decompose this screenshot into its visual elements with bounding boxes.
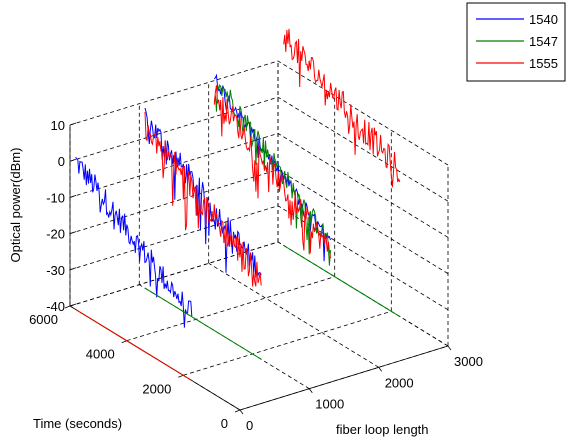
y-tick-label: 0 (221, 416, 228, 431)
z-tick-mark (69, 195, 77, 198)
z-tick-label: -20 (46, 227, 65, 242)
axes (64, 122, 452, 415)
z-tick-label: -10 (46, 190, 65, 205)
side-wall-grid-line (277, 169, 449, 274)
x-tick-mark (447, 345, 452, 351)
side-wall-grid-line (277, 60, 449, 166)
side-wall-grid-line (277, 133, 449, 238)
y-tick-label: 2000 (142, 381, 171, 396)
back-wall-grid-line (69, 60, 279, 126)
floor-grid-line (126, 276, 335, 342)
y-tick-mark (64, 305, 71, 309)
side-wall-grid-line (277, 205, 449, 311)
back-wall-grid-line (69, 241, 279, 307)
legend-label-1555: 1555 (529, 56, 558, 71)
x-tick-mark (308, 388, 313, 393)
z-tick-mark (69, 122, 77, 126)
floor-grid-line (208, 262, 379, 368)
z-tick-label: 10 (51, 118, 65, 133)
legend-label-1540: 1540 (529, 12, 558, 27)
side-wall-grid-line (277, 96, 449, 202)
x-tick-label: 1000 (315, 397, 344, 412)
x-tick-label: 2000 (385, 375, 414, 390)
floor-grid-line (183, 310, 392, 376)
y-tick-label: 4000 (86, 347, 115, 362)
x-axis-line (239, 345, 449, 411)
y-tick-mark (178, 374, 184, 378)
series-1555-trace (75, 309, 193, 381)
back-wall-grid-line (69, 169, 279, 234)
z-tick-mark (69, 158, 77, 162)
series-1555-trace (283, 28, 401, 188)
z-tick-mark (69, 231, 77, 234)
legend-label-1547: 1547 (529, 34, 558, 49)
y-tick-mark (234, 409, 241, 413)
x-tick-mark (378, 367, 383, 372)
y-tick-label: 6000 (29, 312, 58, 327)
legend-box (466, 2, 566, 82)
series-lines (75, 28, 401, 381)
z-tick-mark (69, 267, 77, 271)
z-tick-label: 0 (58, 154, 65, 169)
z-tick-mark (69, 303, 77, 307)
z-tick-label: -30 (46, 263, 65, 278)
series-1555-trace (213, 85, 331, 259)
y-axis-label: Time (seconds) (33, 416, 122, 431)
tick-labels: 0 1000 2000 3000 0 2000 4000 6000-40 -30 -20 -10 0 1… (29, 118, 483, 433)
legend: 1540 1547 1555 (466, 2, 566, 82)
x-tick-mark (239, 409, 244, 415)
x-axis-label: fiber loop length (336, 422, 429, 437)
series-1540-trace (75, 156, 193, 328)
z-axis-label: Optical power(dBm) (8, 148, 23, 263)
z-tick-label: -40 (46, 299, 65, 314)
series-1555-trace (144, 111, 262, 287)
y-tick-mark (121, 340, 127, 344)
x-tick-label: 3000 (454, 354, 483, 369)
x-tick-label: 0 (246, 418, 253, 433)
series-1547-trace (283, 245, 401, 317)
series-1547-trace (144, 287, 262, 360)
back-wall-grid-line (69, 96, 279, 162)
back-wall-grid-line (69, 205, 279, 271)
